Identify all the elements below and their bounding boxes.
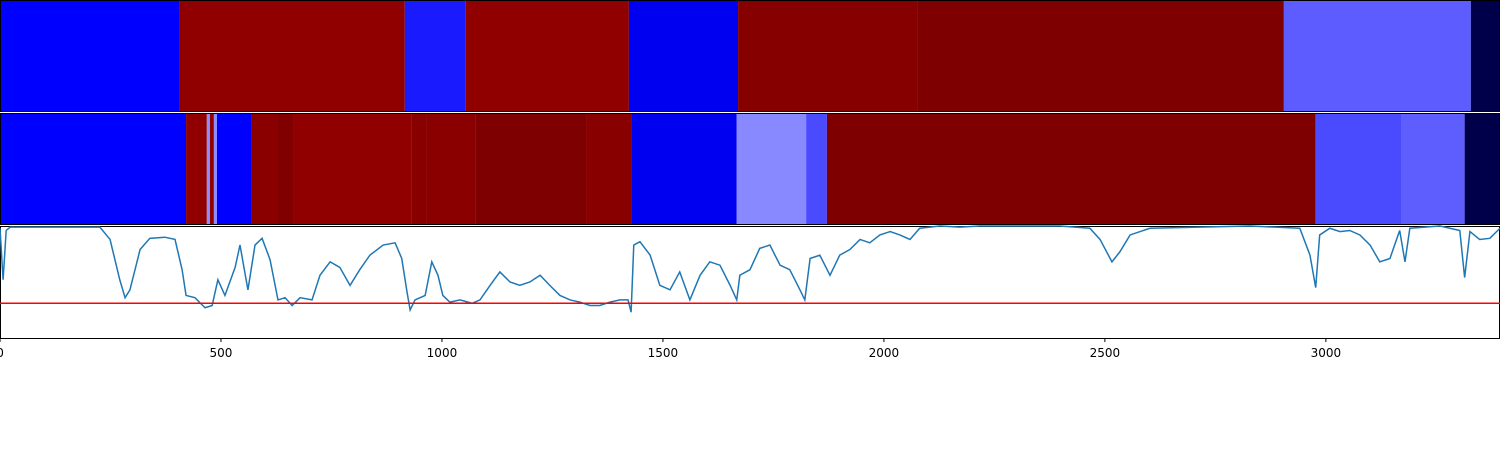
segment [586,113,632,225]
segment [826,113,1316,225]
segment [206,113,210,225]
x-tick-label: 2500 [1090,346,1121,360]
segment [411,113,427,225]
segment [186,113,207,225]
segment [213,113,218,225]
segment [738,0,918,112]
x-tick-label: 1000 [427,346,458,360]
segment [475,113,587,225]
segment [0,0,180,112]
segment [1464,113,1500,225]
segment [806,113,827,225]
segment [917,0,1284,112]
segment [465,0,629,112]
x-tick-label: 2000 [869,346,900,360]
x-tick-label: 500 [210,346,233,360]
segment [426,113,476,225]
segment [209,113,214,225]
segment [404,0,466,112]
segment [251,113,278,225]
segment [628,0,739,112]
segment [1470,0,1500,112]
segment [293,113,412,225]
segment [179,0,405,112]
segment [1401,113,1465,225]
segment [1315,113,1402,225]
segment [1283,0,1471,112]
segment [736,113,807,225]
x-tick-label: 0 [0,346,4,360]
x-tick-label: 3000 [1311,346,1342,360]
x-tick-label: 1500 [648,346,679,360]
segment [277,113,294,225]
line [0,225,1500,313]
segment [631,113,737,225]
segment [0,113,187,225]
segment [217,113,252,225]
panel-frame [0,226,1500,339]
